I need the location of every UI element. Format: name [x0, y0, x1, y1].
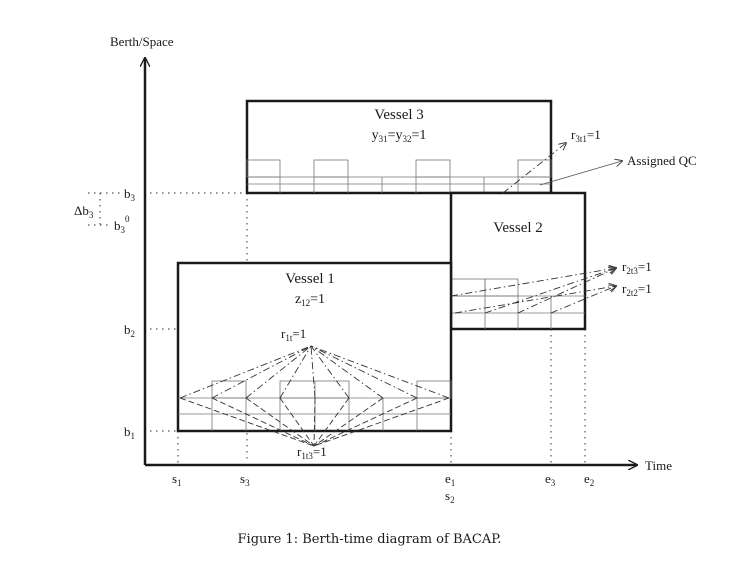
- vessel-2: Vessel 2: [449, 191, 587, 331]
- r3t1-label: r3t1=1: [571, 127, 601, 144]
- y-tick-b1: b1: [124, 424, 135, 441]
- assigned-qc-pointer: [539, 161, 622, 186]
- x-tick-e1: e1: [445, 471, 455, 488]
- r1t3-label: r1t3=1: [297, 444, 327, 461]
- r2-assignment-lines: [450, 268, 616, 314]
- x-tick-s2: s2: [445, 488, 455, 505]
- vessel-1-qc-grid: [178, 380, 452, 431]
- figure-caption: Figure 1: Berth-time diagram of BACAP.: [237, 532, 502, 547]
- x-tick-e2: e2: [584, 471, 594, 488]
- x-axis-label: Time: [645, 458, 672, 473]
- r2t2-label: r2t2=1: [622, 281, 652, 298]
- r1t-label: r1t=1: [281, 326, 306, 343]
- guide-lines: [88, 192, 586, 463]
- x-tick-e3: e3: [545, 471, 556, 488]
- x-tick-s3: s3: [240, 471, 250, 488]
- assigned-qc-label: Assigned QC: [627, 153, 697, 168]
- y-tick-b3-0: b30: [114, 214, 130, 235]
- vessel-1-title: Vessel 1: [285, 271, 335, 287]
- x-tick-s1: s1: [172, 471, 182, 488]
- vessel-1-constraint: z12=1: [295, 292, 325, 308]
- y-tick-b3: b3: [124, 186, 136, 203]
- r1t-fan-lines: [179, 345, 450, 399]
- vessel-3-title: Vessel 3: [374, 107, 424, 123]
- vessel-1: Vessel 1 z12=1: [176, 261, 453, 433]
- vessel-3-constraint: y31=y32=1: [372, 128, 427, 144]
- r3t1-assignment-line: [502, 143, 566, 194]
- r1t3-fan-lines: [179, 397, 450, 447]
- diagram-svg: Berth/Space Time b3 b30 b2 b1 Δb3 s1 s3 …: [74, 34, 697, 505]
- y-tick-b2: b2: [124, 322, 135, 339]
- vessel-3-qc-grid: [246, 159, 552, 193]
- vessel-2-title: Vessel 2: [493, 220, 543, 236]
- vessel-3: Vessel 3 y31=y32=1: [245, 99, 553, 195]
- r2t3-label: r2t3=1: [622, 259, 652, 276]
- delta-b3-label: Δb3: [74, 203, 94, 220]
- y-axis-label: Berth/Space: [110, 34, 174, 49]
